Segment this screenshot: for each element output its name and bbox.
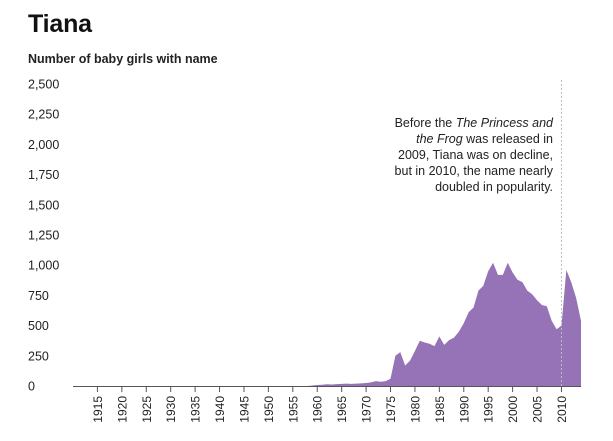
x-tick-label: 1980 bbox=[408, 396, 422, 423]
x-tick-label: 1915 bbox=[91, 396, 105, 423]
x-tick-label: 1930 bbox=[164, 396, 178, 423]
y-tick-label: 750 bbox=[28, 289, 49, 303]
series-area bbox=[73, 262, 581, 386]
x-tick-label: 1940 bbox=[213, 396, 227, 423]
x-tick-label: 1970 bbox=[360, 396, 374, 423]
annotation-line-1: Before the The Princess and bbox=[395, 116, 554, 130]
x-tick-label: 1925 bbox=[140, 396, 154, 423]
x-tick-label: 1960 bbox=[311, 396, 325, 423]
y-tick-label: 250 bbox=[28, 349, 49, 363]
annotation-text: Before the The Princess and the Frog was… bbox=[395, 116, 554, 194]
y-tick-label: 1,250 bbox=[28, 229, 59, 243]
y-tick-label: 1,500 bbox=[28, 198, 59, 212]
series-area-layer bbox=[73, 262, 581, 387]
y-tick-label: 2,250 bbox=[28, 108, 59, 122]
annotation-line-4: but in 2010, the name nearly bbox=[395, 164, 554, 178]
chart-subtitle: Number of baby girls with name bbox=[28, 52, 218, 66]
x-tick-label: 1995 bbox=[482, 396, 496, 423]
x-tick-label: 2000 bbox=[506, 396, 520, 423]
x-tick-label: 1990 bbox=[457, 396, 471, 423]
y-tick-label: 1,750 bbox=[28, 168, 59, 182]
y-tick-label: 1,000 bbox=[28, 259, 59, 273]
x-axis-ticks: 1915 1920 1925 1930 1935 1940 1945 1950 1955 1960… bbox=[91, 386, 569, 423]
y-tick-label: 500 bbox=[28, 319, 49, 333]
x-tick-label: 1950 bbox=[262, 396, 276, 423]
x-tick-label: 1935 bbox=[189, 396, 203, 423]
x-tick-label: 1920 bbox=[115, 396, 129, 423]
x-tick-label: 1985 bbox=[433, 396, 447, 423]
x-tick-label: 2005 bbox=[531, 396, 545, 423]
chart-title: Tiana bbox=[28, 10, 92, 38]
y-tick-label: 0 bbox=[28, 380, 35, 394]
x-tick-label: 1945 bbox=[237, 396, 251, 423]
x-tick-label: 1955 bbox=[286, 396, 300, 423]
annotation-line-2: the Frog was released in bbox=[416, 132, 553, 146]
x-tick-label: 2010 bbox=[555, 396, 569, 423]
annotation-line-3: 2009, Tiana was on decline, bbox=[398, 148, 553, 162]
x-tick-label: 1965 bbox=[335, 396, 349, 423]
y-tick-label: 2,500 bbox=[28, 78, 59, 92]
annotation-line-5: doubled in popularity. bbox=[435, 180, 553, 194]
x-tick-label: 1975 bbox=[384, 396, 398, 423]
y-tick-label: 2,000 bbox=[28, 138, 59, 152]
y-axis-ticks: 0 250 500 750 1,000 1,250 1,500 1,750 2,000 2,250… bbox=[28, 78, 59, 394]
